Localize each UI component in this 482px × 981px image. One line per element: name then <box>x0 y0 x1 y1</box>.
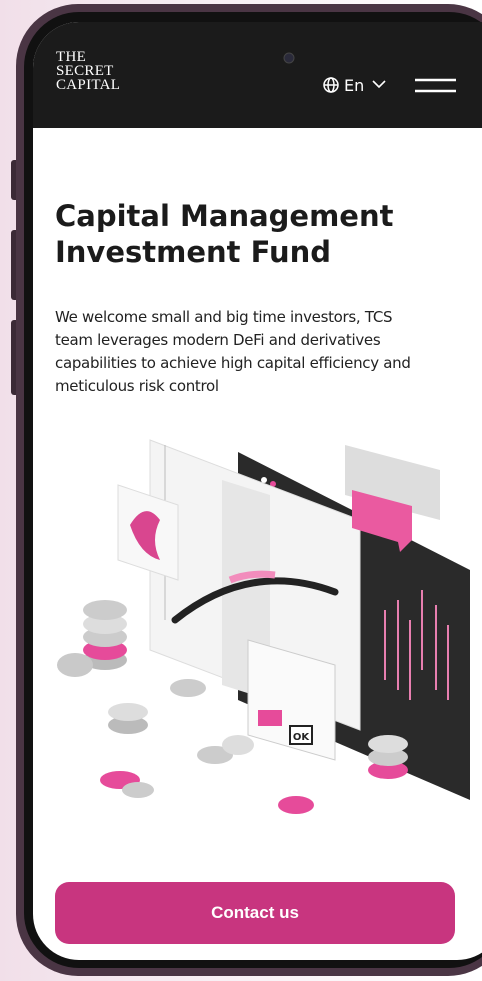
logo-line: SECRET <box>56 64 120 78</box>
hero-title: Capital Management Investment Fund <box>55 198 393 270</box>
logo-line: THE <box>56 50 120 64</box>
description-line: capabilities to achieve high capital eff… <box>55 352 411 375</box>
title-line: Investment Fund <box>55 234 393 270</box>
logo[interactable]: THE SECRET CAPITAL <box>56 50 120 92</box>
description-line: team leverages modern DeFi and derivativ… <box>55 329 411 352</box>
language-selector[interactable]: En <box>344 76 364 95</box>
hero-description: We welcome small and big time investors,… <box>55 306 411 398</box>
description-line: We welcome small and big time investors,… <box>55 306 411 329</box>
contact-button[interactable]: Contact us <box>55 882 455 944</box>
phone-mockup: OK <box>0 0 482 981</box>
page: OK THE SECRET CAPITAL En Capital Managem… <box>0 0 482 981</box>
camera <box>284 53 294 63</box>
ok-label: OK <box>293 732 311 743</box>
title-line: Capital Management <box>55 198 393 234</box>
logo-line: CAPITAL <box>56 78 120 92</box>
description-line: meticulous risk control <box>55 375 411 398</box>
